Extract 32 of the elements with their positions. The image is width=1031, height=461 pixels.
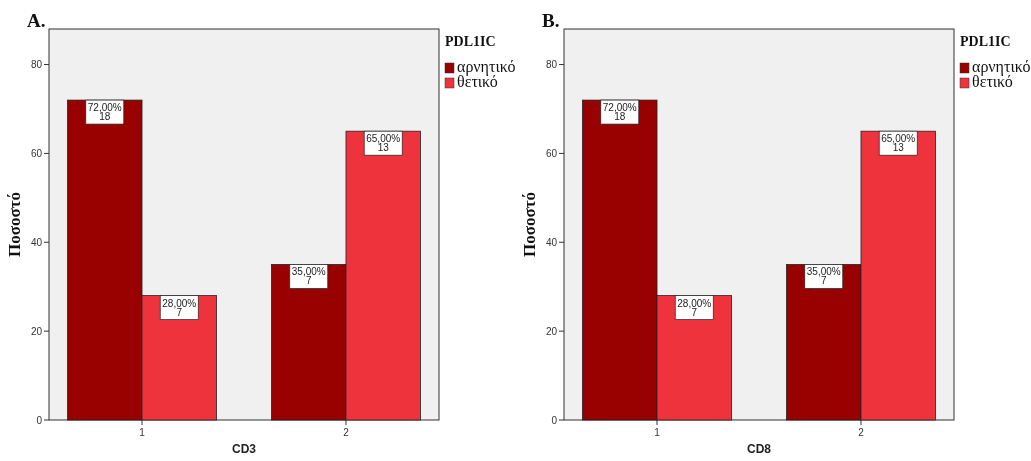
y-axis-title: Ποσοστό [520,191,539,258]
x-axis-title: CD8 [746,442,772,456]
x-tick-label: 2 [343,427,350,438]
x-tick-label: 2 [858,427,865,438]
legend-title: PDL1IC [960,34,1011,49]
y-tick-label: 0 [551,414,558,426]
y-tick-label: 80 [30,59,43,71]
data-label: 65,00% 13 [881,133,916,154]
y-tick-label: 20 [30,325,43,337]
chart-title: A. [27,10,46,31]
x-tick-label: 1 [139,427,146,438]
data-label: 35,00% 7 [806,266,841,287]
legend-label: αρνητικό [457,58,516,76]
y-tick-label: 20 [545,325,558,337]
y-tick-label: 60 [30,147,43,159]
legend-title: PDL1IC [445,34,496,49]
data-label: 65,00% 13 [366,133,401,154]
data-label: 28,00% 7 [677,297,712,318]
y-tick-label: 0 [36,414,43,426]
data-label: 28,00% 7 [162,297,197,318]
y-tick-label: 60 [545,147,558,159]
data-label: 72,00% 18 [87,102,122,123]
y-tick-label: 40 [30,236,43,248]
data-label: 35,00% 7 [291,266,326,287]
y-axis-title: Ποσοστό [5,191,24,258]
data-label: 72,00% 18 [602,102,637,123]
x-tick-label: 1 [654,427,661,438]
legend-label: αρνητικό [972,58,1031,76]
x-axis-title: CD3 [231,442,257,456]
chart-title: B. [542,10,560,31]
y-tick-label: 40 [545,236,558,248]
y-tick-label: 80 [545,59,558,71]
